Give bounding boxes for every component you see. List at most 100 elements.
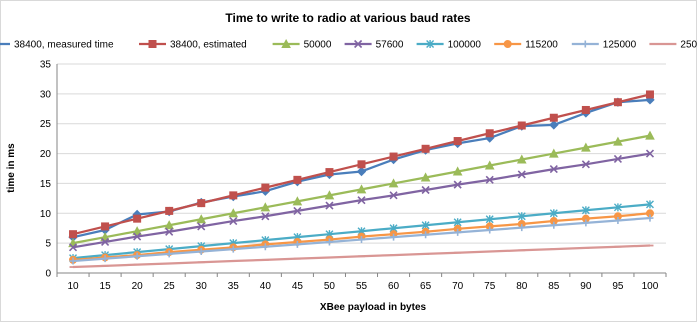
data-point [646, 214, 654, 222]
data-point [453, 137, 462, 146]
legend-label: 125000 [603, 40, 637, 51]
x-tick-label: 65 [420, 281, 432, 292]
legend-item: 50000 [272, 38, 332, 51]
data-point [261, 183, 270, 192]
data-point [549, 209, 558, 218]
data-point [613, 203, 622, 212]
gridlines [57, 63, 666, 244]
y-tick-label: 30 [40, 89, 52, 100]
legend-label: 38400, measured time [14, 40, 114, 51]
legend-label: 50000 [304, 40, 332, 51]
data-point [261, 243, 269, 251]
legend-label: 38400, estimated [170, 40, 247, 51]
x-tick-label: 55 [356, 281, 368, 292]
x-tick-label: 80 [516, 281, 528, 292]
data-point [581, 142, 591, 152]
data-point [389, 152, 398, 161]
data-point [197, 248, 205, 256]
data-point [485, 215, 494, 224]
data-point [454, 228, 462, 236]
legend-item: 250000 [649, 40, 697, 51]
legend-marker [354, 39, 363, 49]
data-point [197, 222, 206, 231]
y-tick-label: 35 [40, 60, 52, 71]
data-point [197, 199, 206, 208]
data-point [100, 232, 110, 242]
x-tick-label: 100 [642, 281, 659, 292]
data-point [550, 221, 558, 229]
y-tick-label: 20 [40, 149, 52, 160]
x-tick-label: 70 [452, 281, 464, 292]
data-point [581, 160, 590, 169]
legend-marker [281, 38, 291, 48]
x-tick-label: 25 [164, 281, 176, 292]
data-point [357, 196, 366, 205]
data-point [581, 206, 590, 215]
data-point [548, 148, 559, 158]
data-point [421, 185, 430, 195]
data-point [261, 212, 270, 221]
legend-item: 125000 [571, 40, 637, 51]
data-point [133, 232, 142, 241]
data-point [324, 190, 335, 200]
axes: 0 5 10 15 20 25 30 35 10 15 20 25 30 35 40 45 50 55 60 65 70… [40, 60, 667, 292]
data-point [101, 222, 110, 231]
data-point [260, 202, 271, 212]
data-point [229, 191, 238, 200]
x-axis-label: XBee payload in bytes [320, 302, 427, 313]
data-point [101, 237, 110, 247]
legend-marker [0, 42, 2, 46]
legend-item: 57600 [344, 39, 404, 51]
data-point [517, 121, 526, 130]
x-tick-label: 45 [292, 281, 304, 292]
data-point [165, 206, 174, 215]
data-point [645, 130, 655, 140]
chart-title: Time to write to radio at various baud r… [225, 11, 470, 25]
x-tick-label: 10 [67, 281, 79, 292]
x-tick-label: 85 [548, 281, 560, 292]
data-point [164, 220, 175, 230]
data-point [485, 175, 494, 184]
data-point [453, 180, 462, 189]
data-point [356, 166, 367, 177]
data-point [549, 113, 558, 122]
data-point [358, 236, 365, 244]
data-point [420, 172, 431, 182]
data-point [228, 208, 239, 218]
data-point [165, 250, 173, 258]
data-point [133, 252, 141, 260]
data-point [196, 214, 207, 224]
series-3 [68, 130, 655, 248]
data-point [69, 230, 78, 239]
data-point [516, 154, 527, 164]
legend-marker [426, 40, 435, 48]
x-tick-label: 75 [484, 281, 496, 292]
x-tick-label: 50 [324, 281, 336, 292]
legend-item: 38400, estimated [139, 40, 247, 51]
data-point [229, 216, 238, 226]
data-point [325, 238, 333, 246]
legend-item: 38400, measured time [0, 40, 114, 51]
data-point [645, 149, 655, 158]
data-point [645, 200, 654, 209]
data-point [356, 184, 367, 194]
legend: 38400, measured time 38400, estimated 5000… [0, 38, 697, 51]
data-point [582, 219, 590, 227]
legend-label: 100000 [448, 40, 482, 51]
data-point [101, 255, 109, 263]
data-point [325, 201, 334, 210]
data-point [421, 144, 430, 153]
series-7 [69, 214, 654, 265]
legend-marker [503, 40, 512, 48]
data-point [613, 136, 623, 146]
data-point [452, 166, 463, 176]
data-point [229, 245, 237, 253]
data-point [389, 191, 398, 200]
legend-item: 100000 [416, 40, 482, 51]
y-tick-label: 5 [45, 239, 51, 250]
data-point [422, 231, 430, 239]
data-point [613, 98, 622, 107]
